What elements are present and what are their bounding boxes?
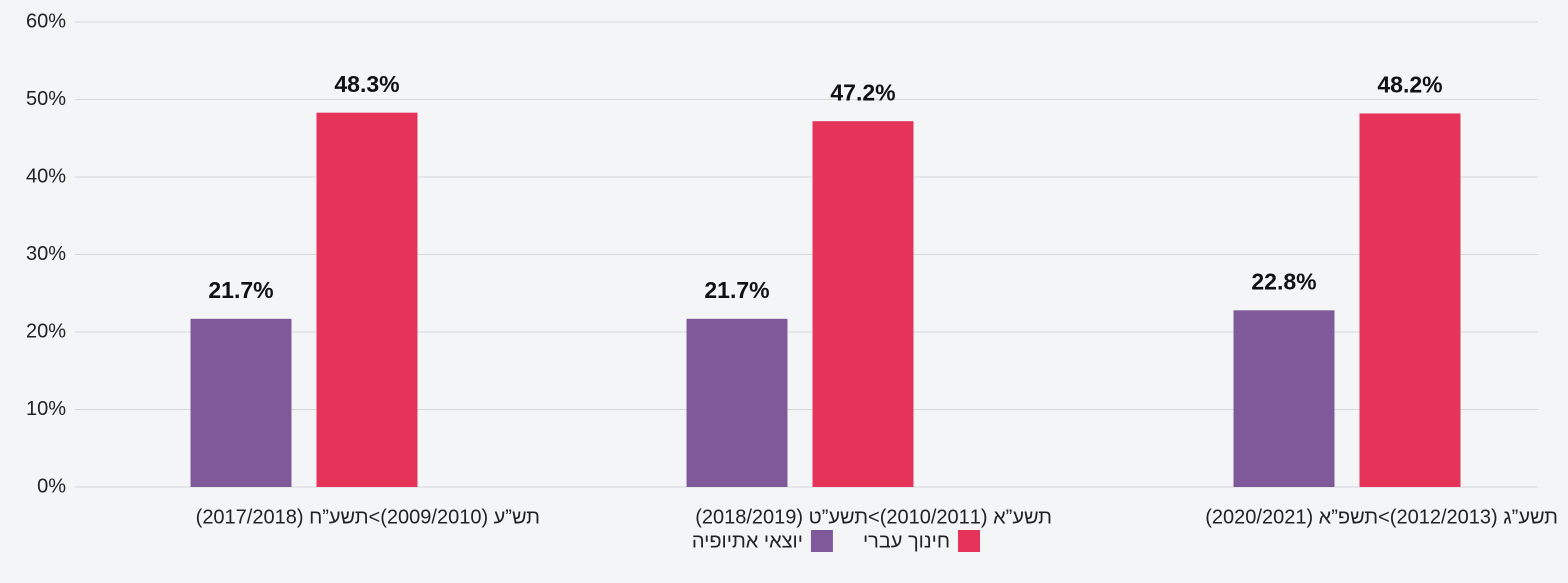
- legend-label: יוצאי אתיופיה: [692, 530, 803, 552]
- value-label: 47.2%: [830, 79, 895, 105]
- bar: [1233, 310, 1335, 487]
- y-tick-label: 0%: [37, 475, 66, 497]
- bar: [686, 318, 788, 487]
- bar: [190, 318, 292, 487]
- y-tick-label: 10%: [26, 398, 66, 420]
- y-tick-label: 60%: [26, 10, 66, 32]
- bar: [1359, 113, 1461, 487]
- value-label: 21.7%: [208, 277, 273, 303]
- y-tick-label: 50%: [26, 88, 66, 110]
- bar: [316, 112, 418, 488]
- value-label: 21.7%: [704, 277, 769, 303]
- y-tick-label: 20%: [26, 320, 66, 342]
- legend-label: חינוך עברי: [863, 530, 950, 552]
- value-label: 48.3%: [334, 71, 399, 97]
- bar: [812, 121, 914, 487]
- legend-swatch: [810, 530, 833, 552]
- value-label: 22.8%: [1251, 268, 1316, 294]
- x-tick-label: תשע”א (2010/2011)>תשע”ט (2018/2019): [695, 506, 1052, 528]
- x-tick-label: תשע”ג (2012/2013)>תשפ”א (2020/2021): [1205, 506, 1558, 528]
- y-tick-label: 40%: [26, 165, 66, 187]
- x-tick-label: תש”ע (2009/2010)>תשע”ח (2017/2018): [196, 506, 540, 528]
- y-tick-label: 30%: [26, 243, 66, 265]
- legend-swatch: [958, 530, 980, 552]
- value-label: 48.2%: [1377, 72, 1442, 98]
